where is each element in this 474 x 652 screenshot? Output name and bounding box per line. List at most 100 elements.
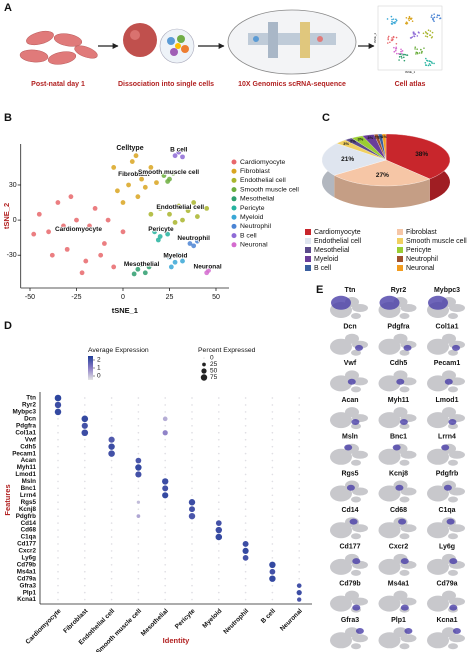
feature-label: Dcn: [343, 324, 356, 331]
highlight: [379, 295, 400, 310]
dot: [271, 494, 274, 497]
point: [155, 237, 161, 243]
y-tick-label: Ly6g: [22, 555, 37, 562]
atlas-dot: [431, 36, 434, 38]
dot: [269, 561, 276, 568]
silhouette: [448, 533, 458, 540]
point: [111, 165, 117, 170]
legend-swatch: [397, 265, 403, 271]
atlas-dot: [401, 52, 403, 55]
dot: [298, 404, 301, 406]
dot: [83, 584, 86, 587]
point: [115, 188, 120, 194]
point: [172, 259, 178, 265]
dot: [110, 563, 113, 566]
dot: [110, 487, 113, 490]
dot: [137, 418, 140, 420]
highlight: [428, 295, 448, 310]
dot: [137, 570, 140, 573]
dot: [271, 466, 274, 469]
dot: [217, 577, 220, 580]
x-tick-label: B cell: [260, 608, 277, 625]
dot: [137, 452, 140, 455]
atlas-dot: [395, 18, 397, 21]
silhouette: [400, 377, 417, 386]
dot: [136, 500, 141, 504]
dot: [298, 529, 301, 531]
dot: [271, 480, 274, 483]
feature-label: Acan: [341, 397, 358, 404]
size-legend-label: 25: [210, 361, 218, 368]
y-tick-label: Pdgfra: [16, 422, 36, 429]
dot: [162, 492, 169, 499]
cluster-label: Cardiomyocyte: [55, 226, 102, 233]
dot: [137, 480, 140, 483]
dot: [164, 397, 167, 399]
dot: [298, 438, 301, 441]
legend-label: Fibroblast: [406, 229, 437, 236]
y-tick-label: Cdh5: [20, 443, 36, 450]
point: [83, 258, 89, 264]
pie-value-label: 21%: [341, 156, 354, 163]
dot: [271, 550, 274, 552]
highlight: [400, 604, 409, 611]
silhouette: [351, 386, 361, 393]
x-tick-label: -50: [25, 294, 35, 301]
size-legend-dot: [202, 362, 206, 367]
dot: [164, 570, 167, 573]
atlas-dot: [395, 19, 398, 22]
dot: [164, 459, 167, 462]
highlight: [452, 344, 460, 351]
dot: [110, 557, 113, 559]
dot: [110, 411, 113, 413]
feature-label: Lmod1: [436, 397, 459, 404]
dot: [244, 570, 247, 573]
dot: [298, 452, 301, 455]
dot: [244, 487, 247, 490]
workflow-step: 10X Genomics scRNA-sequence: [238, 81, 346, 88]
point: [126, 182, 131, 188]
dot: [191, 543, 193, 545]
feature-label: Bnc1: [390, 434, 407, 441]
atlas-dot: [414, 33, 417, 36]
workflow-step: Cell atlas: [395, 81, 426, 88]
dot: [135, 471, 142, 478]
dot: [110, 529, 113, 531]
legend-marker: [231, 159, 237, 165]
atlas-dot: [400, 50, 402, 53]
dot: [244, 466, 247, 469]
atlas-dot: [406, 22, 409, 24]
point: [161, 173, 167, 179]
silhouette: [427, 412, 449, 429]
feature-plot: [378, 517, 417, 540]
dot: [83, 404, 86, 406]
y-tick-label: Ttn: [26, 395, 36, 402]
x-tick-label: Mesothelial: [140, 608, 170, 638]
dot: [83, 473, 86, 476]
silhouette: [427, 375, 449, 392]
silhouette: [378, 338, 401, 355]
atlas-dot: [393, 46, 395, 49]
atlas-dot: [408, 19, 410, 22]
dot: [57, 480, 59, 483]
point: [120, 200, 126, 205]
feature-label: Cd79a: [436, 580, 457, 587]
atlas-dot: [436, 14, 439, 17]
dot: [164, 563, 167, 566]
dot: [57, 438, 59, 441]
legend-label: Pericyte: [406, 247, 431, 254]
silhouette: [330, 375, 352, 392]
atlas-dot: [431, 31, 434, 34]
feature-plot: [427, 627, 465, 650]
atlas-dot: [420, 52, 423, 54]
feature-plot: [330, 517, 368, 540]
atlas-dot: [426, 35, 429, 38]
cluster-label: Smooth muscle cell: [138, 169, 199, 176]
dot: [217, 404, 220, 406]
dot: [298, 570, 301, 573]
highlight: [449, 604, 458, 611]
silhouette: [351, 313, 361, 319]
atlas-dot: [421, 50, 423, 53]
point: [64, 246, 70, 252]
dot: [244, 591, 247, 594]
